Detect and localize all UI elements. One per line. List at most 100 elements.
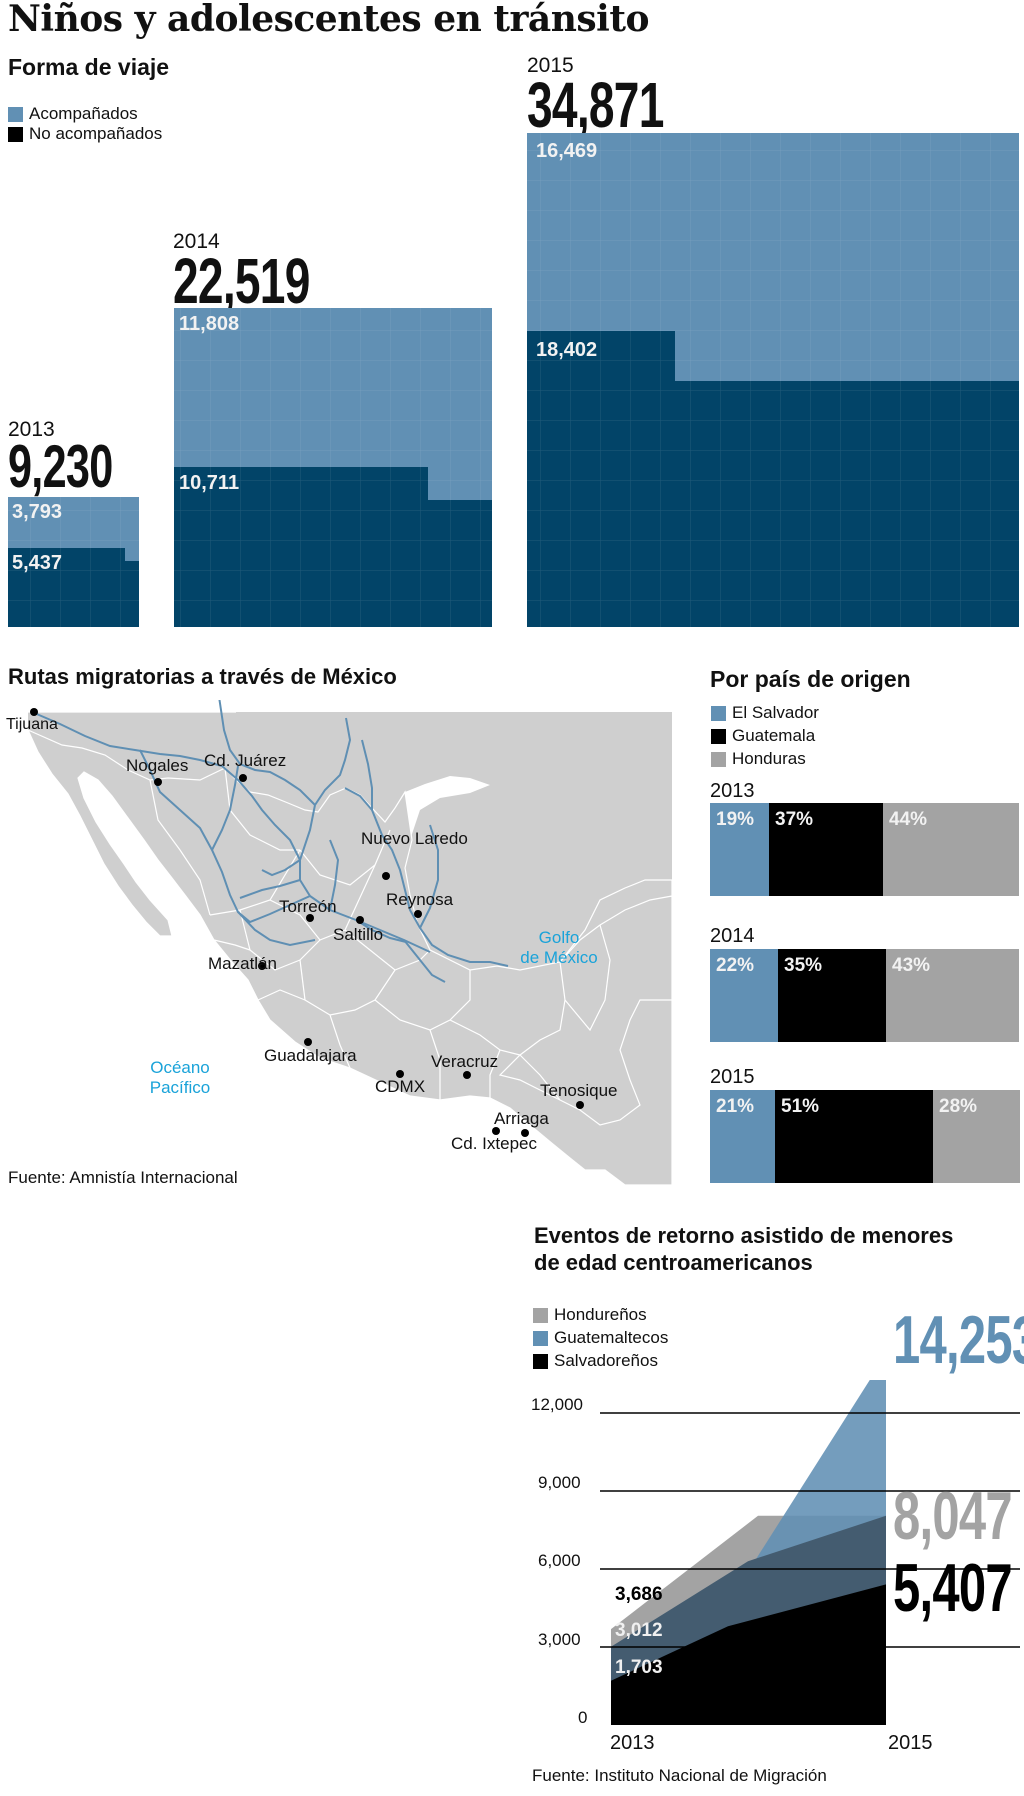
travel-legend-acompanados: Acompañados: [8, 104, 138, 124]
city-dot-arriaga: [521, 1129, 529, 1137]
origin-bar-honduras-2013: [883, 803, 1019, 896]
city-label-cdmx: CDMX: [375, 1077, 426, 1096]
x-tick-2015: 2015: [888, 1732, 933, 1754]
city-dots: [30, 708, 584, 1137]
city-label-guadalajara: Guadalajara: [264, 1046, 357, 1065]
y-tick-12000: 12,000: [531, 1395, 583, 1414]
legend-label: No acompañados: [29, 124, 163, 143]
origin-bar-el-salvador-2015: [710, 1090, 775, 1183]
returns-heading-line2: de edad centroamericanos: [534, 1250, 813, 1275]
legend-label: Guatemala: [732, 726, 816, 745]
legend-swatch: [8, 106, 23, 122]
pacific-label-line1: Océano: [150, 1058, 210, 1077]
origin-bar-label: 43%: [892, 955, 931, 976]
page-title: Niños y adolescentes en tránsito: [8, 0, 650, 40]
returns-source: Fuente: Instituto Nacional de Migración: [532, 1766, 827, 1785]
travel-total-2013: 9,230: [8, 433, 113, 500]
city-label-tijuana: Tijuana: [6, 716, 58, 733]
legend-label: Salvadoreños: [554, 1351, 658, 1370]
origin-bar-honduras-2015: [933, 1090, 1020, 1183]
data-label-2015-hondurenos: 8,047: [893, 1478, 1013, 1554]
origin-heading: Por país de origen: [710, 666, 911, 692]
label-2014-no-acompanados: 10,711: [179, 472, 240, 494]
returns-heading-line1: Eventos de retorno asistido de menores: [534, 1223, 954, 1248]
city-dot-guadalajara: [304, 1038, 312, 1046]
city-label-nogales: Nogales: [126, 756, 189, 775]
origin-bar-el-salvador-2014: [710, 949, 778, 1042]
legend-label: El Salvador: [732, 703, 819, 722]
origin-bar-el-salvador-2013: [710, 803, 769, 896]
city-label-cd-juarez: Cd. Juárez: [204, 751, 287, 770]
returns-legend-hondurenos: Hondureños: [533, 1305, 647, 1325]
city-dot-cdmx: [396, 1070, 404, 1078]
origin-bar-label: 21%: [716, 1096, 755, 1117]
origin-bar-label: 19%: [716, 809, 755, 830]
y-tick-0: 0: [578, 1708, 588, 1727]
legend-label: Guatemaltecos: [554, 1328, 669, 1347]
label-2014-acompanados: 11,808: [179, 313, 240, 335]
city-label-tenosique: Tenosique: [540, 1081, 618, 1100]
legend-swatch: [533, 1353, 548, 1369]
city-dot-nuevo-laredo: [382, 872, 390, 880]
origin-bar-guatemala-2014: [778, 949, 886, 1042]
legend-swatch: [711, 751, 726, 767]
y-tick-6000: 6,000: [538, 1551, 581, 1570]
origin-bar-label: 35%: [784, 955, 823, 976]
city-label-torreon: Torreón: [279, 897, 337, 916]
gulf-label-line2: de México: [520, 948, 598, 967]
origin-bar-label: 22%: [716, 955, 755, 976]
city-label-nuevo-laredo: Nuevo Laredo: [361, 829, 468, 848]
city-dot-tenosique: [576, 1101, 584, 1109]
map-source: Fuente: Amnistía Internacional: [8, 1168, 238, 1187]
label-2013-acompanados: 3,793: [12, 501, 63, 523]
data-label-2013-hondurenos: 3,686: [615, 1584, 663, 1605]
city-dot-cd-juarez: [239, 774, 247, 782]
yucatan-region: [498, 895, 673, 1126]
origin-bar-honduras-2014: [886, 949, 1019, 1042]
city-dot-tijuana: [30, 708, 38, 716]
returns-legend-guatemaltecos: Guatemaltecos: [533, 1328, 668, 1348]
area-salvadorenos: [611, 1584, 886, 1725]
legend-label: Acompañados: [29, 104, 138, 123]
label-2015-no-acompanados: 18,402: [536, 339, 598, 361]
pacific-label: Océano Pacífico: [140, 1058, 220, 1098]
travel-blocks-chart: [8, 133, 1019, 627]
route-lines: [31, 700, 509, 983]
origin-bar-label: 28%: [939, 1096, 978, 1117]
data-label-2013-guatemaltecos: 3,012: [615, 1620, 663, 1641]
origin-year-label: 2015: [710, 1066, 755, 1088]
returns-area-chart: [600, 1380, 1020, 1725]
travel-total-2014: 22,519: [173, 245, 310, 317]
origin-bar-label: 51%: [781, 1096, 820, 1117]
city-dot-nogales: [154, 778, 162, 786]
city-dot-torreon: [306, 914, 314, 922]
y-tick-9000: 9,000: [538, 1473, 581, 1492]
origin-bar-label: 44%: [889, 809, 928, 830]
returns-legend-salvadorenos: Salvadoreños: [533, 1351, 658, 1371]
y-tick-3000: 3,000: [538, 1630, 581, 1649]
gulf-label: Golfo de México: [514, 928, 604, 968]
map-heading: Rutas migratorias a través de México: [8, 664, 397, 689]
legend-swatch: [711, 728, 726, 744]
returns-heading: Eventos de retorno asistido de menores d…: [534, 1222, 953, 1276]
city-label-veracruz: Veracruz: [431, 1052, 499, 1071]
travel-total-2015: 34,871: [527, 69, 664, 141]
travel-year-2015: 2015: [527, 54, 574, 77]
legend-label: Hondureños: [554, 1305, 647, 1324]
city-label-saltillo: Saltillo: [333, 925, 384, 944]
travel-legend-no-acompanados: No acompañados: [8, 124, 162, 144]
data-label-2015-salvadorenos: 5,407: [893, 1550, 1013, 1626]
origin-legend-guatemala: Guatemala: [711, 726, 815, 746]
city-dot-mazatlan: [258, 962, 266, 970]
data-label-2015-guatemaltecos: 14,253: [893, 1302, 1024, 1378]
mexico-map-overlay: [0, 700, 680, 1190]
city-dot-reynosa: [414, 910, 422, 918]
legend-swatch: [533, 1307, 548, 1323]
label-2013-no-acompanados: 5,437: [12, 552, 63, 574]
origin-year-label: 2014: [710, 925, 755, 947]
state-border-lines: [28, 711, 611, 1101]
origin-legend-honduras: Honduras: [711, 749, 806, 769]
legend-swatch: [711, 705, 726, 721]
origin-legend-el-salvador: El Salvador: [711, 703, 819, 723]
legend-swatch: [533, 1330, 548, 1346]
